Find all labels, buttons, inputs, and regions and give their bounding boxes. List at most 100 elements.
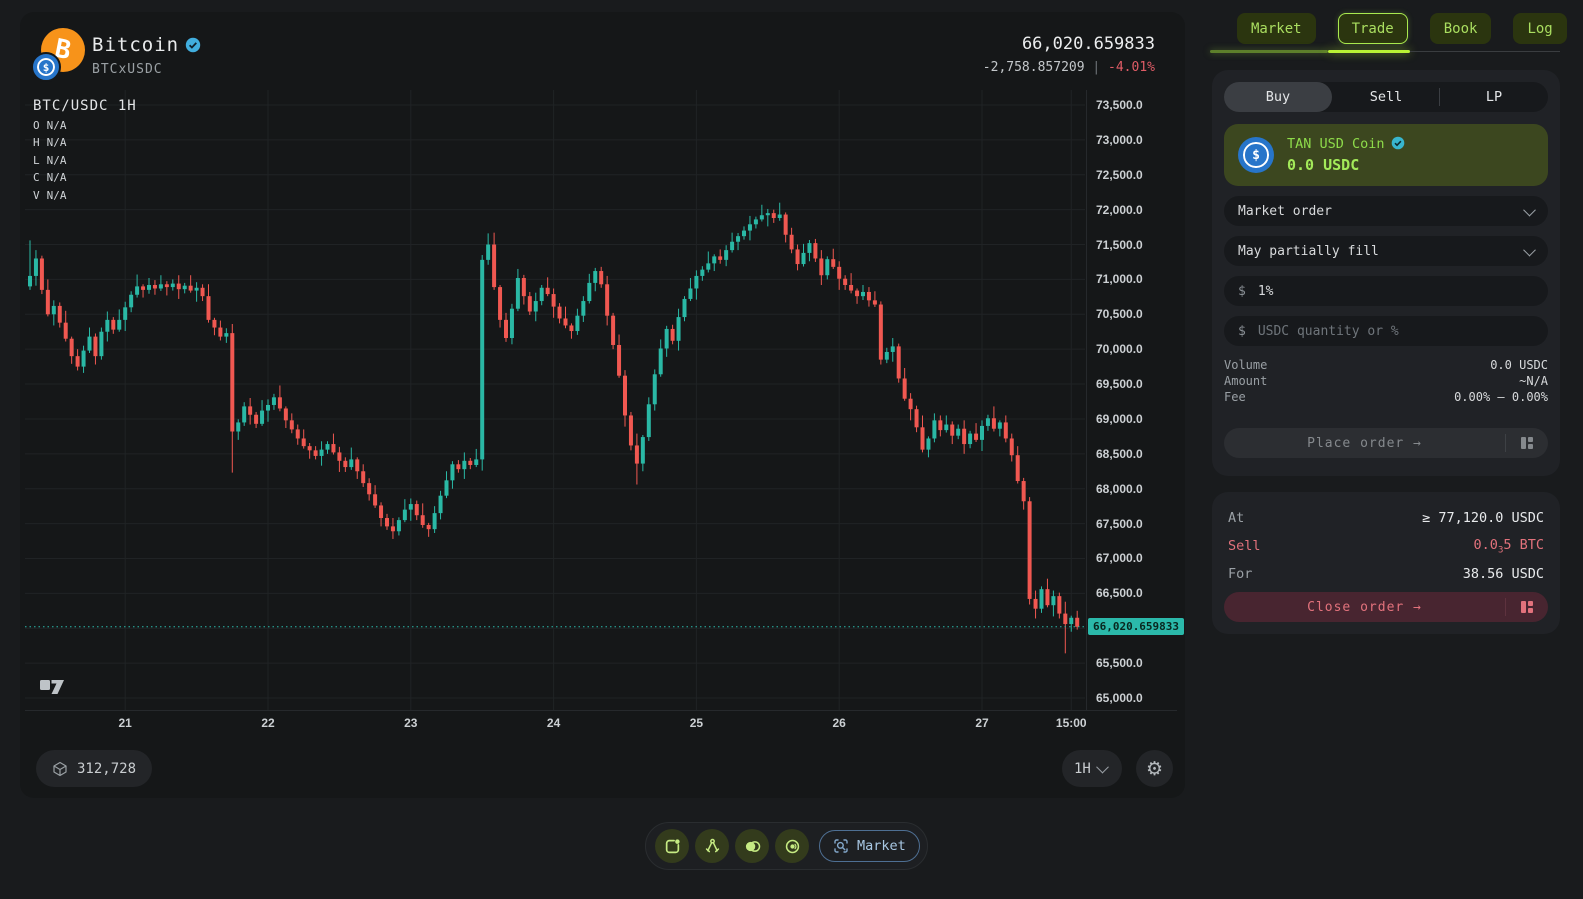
order-info: Volume 0.0 USDC Amount ~N/A Fee 0.00% — 0.0… xyxy=(1224,358,1548,406)
change-abs: -2,758.857209 xyxy=(982,60,1085,75)
y-axis-label: 65,500.0 xyxy=(1096,656,1143,671)
chart-legend: BTC/USDC 1H O N/A H N/A L N/A C N/A V N/A xyxy=(33,98,137,202)
chevron-down-icon xyxy=(1523,243,1536,256)
y-axis-label: 73,500.0 xyxy=(1096,98,1143,112)
order-type-select[interactable]: Market order xyxy=(1224,196,1548,226)
y-axis-label: 70,500.0 xyxy=(1096,307,1143,322)
cube-icon xyxy=(53,761,67,776)
mode-divider xyxy=(1439,88,1441,106)
dollar-icon: $ xyxy=(1238,323,1246,339)
open-order-card: At ≥ 77,120.0 USDC Sell 0.035 BTC For 38… xyxy=(1212,492,1560,634)
quantity-input[interactable]: $ USDC quantity or % xyxy=(1224,316,1548,346)
usdc-icon: $ xyxy=(31,52,61,82)
side-panel-tabs: Market Trade Book Log xyxy=(1210,13,1567,44)
window-dot-icon xyxy=(665,838,680,853)
y-axis-label: 72,500.0 xyxy=(1096,167,1143,182)
market-search-button[interactable]: Market xyxy=(819,830,920,862)
order-row-for: For 38.56 USDC xyxy=(1228,566,1544,582)
interval-selector[interactable]: 1H xyxy=(1062,750,1122,787)
order-layout-icon[interactable] xyxy=(1506,428,1548,458)
mode-lp[interactable]: LP xyxy=(1485,89,1503,105)
tradingview-logo[interactable] xyxy=(40,680,66,695)
chart-panel: B $ Bitcoin BTCxUSDC 66,020.659833 -2,75… xyxy=(20,12,1185,798)
mode-buy[interactable]: Buy xyxy=(1224,82,1332,112)
live-feed-button[interactable] xyxy=(775,829,809,863)
tab-trade[interactable]: Trade xyxy=(1337,13,1408,44)
x-axis-label: 15:00 xyxy=(1055,716,1087,730)
order-layout-icon[interactable] xyxy=(1506,592,1548,622)
slippage-input[interactable]: $ 1% xyxy=(1224,276,1548,306)
legend-open: O N/A xyxy=(33,118,67,132)
order-row-sell: Sell 0.035 BTC xyxy=(1228,536,1544,556)
y-axis-label: 69,500.0 xyxy=(1096,377,1143,392)
y-axis-separator xyxy=(1086,90,1087,710)
y-axis-label: 66,500.0 xyxy=(1096,586,1143,601)
close-order-button[interactable]: Close order → xyxy=(1224,592,1548,622)
bottom-toolbar: Market xyxy=(645,822,928,870)
info-volume: Volume 0.0 USDC xyxy=(1224,358,1548,372)
chart-plot[interactable] xyxy=(25,90,1085,710)
x-axis-label: 24 xyxy=(546,716,561,730)
gear-icon: ⚙ xyxy=(1145,757,1164,780)
x-axis-label: 22 xyxy=(261,716,275,730)
theme-toggle-button[interactable] xyxy=(735,829,769,863)
asset-pair: BTCxUSDC xyxy=(92,62,163,77)
balance-box[interactable]: $ TAN USD Coin 0.0 USDC xyxy=(1224,124,1548,186)
chevron-down-icon xyxy=(1523,203,1536,216)
legend-low: L N/A xyxy=(33,153,67,167)
mode-sell[interactable]: Sell xyxy=(1369,89,1403,105)
blend-icon xyxy=(745,840,760,852)
block-number-pill[interactable]: 312,728 xyxy=(36,750,153,787)
y-axis-label: 68,500.0 xyxy=(1096,446,1143,461)
info-fee: Fee 0.00% — 0.00% xyxy=(1224,390,1548,404)
balance-token-name: TAN USD Coin xyxy=(1287,136,1405,152)
price-axis[interactable]: 73,500.0 73,000.0 72,500.0 72,000.0 71,500.0… xyxy=(1096,90,1180,710)
usdc-icon: $ xyxy=(1238,137,1274,173)
change-pct: -4.01% xyxy=(1108,60,1155,75)
quantity-placeholder: USDC quantity or % xyxy=(1257,323,1399,339)
slippage-value: 1% xyxy=(1257,283,1274,299)
dollar-icon: $ xyxy=(1238,283,1246,299)
y-axis-label: 71,500.0 xyxy=(1096,237,1143,252)
legend-high: H N/A xyxy=(33,136,67,149)
tab-indicator-active xyxy=(1328,50,1410,53)
legend-symbol: BTC/USDC 1H xyxy=(33,98,137,114)
y-axis-label: 70,000.0 xyxy=(1096,342,1143,357)
fill-policy-select[interactable]: May partially fill xyxy=(1224,236,1548,266)
x-axis-label: 27 xyxy=(975,716,989,730)
legend-close: C N/A xyxy=(33,171,67,184)
place-order-button[interactable]: Place order → xyxy=(1224,428,1548,458)
y-axis-label: 68,000.0 xyxy=(1096,481,1143,496)
x-axis-label: 25 xyxy=(689,716,704,730)
trade-card: Buy Sell LP $ TAN USD Coin 0.0 USDC Mark… xyxy=(1212,70,1560,476)
y-axis-label: 65,000.0 xyxy=(1096,691,1143,705)
current-price-tag: 66,020.659833 xyxy=(1088,618,1184,636)
y-axis-label: 71,000.0 xyxy=(1096,272,1143,287)
x-axis-label: 26 xyxy=(832,716,846,730)
balance-amount: 0.0 USDC xyxy=(1287,156,1360,174)
tab-market[interactable]: Market xyxy=(1237,13,1316,44)
x-axis-separator xyxy=(25,710,1177,711)
asset-title: Bitcoin xyxy=(92,34,201,56)
compass-icon xyxy=(705,838,719,852)
price-change: -2,758.857209 | -4.01% xyxy=(982,60,1155,75)
tab-log[interactable]: Log xyxy=(1513,13,1567,44)
tab-book[interactable]: Book xyxy=(1429,13,1492,44)
tab-indicator-passed xyxy=(1210,50,1328,53)
legend-volume: V N/A xyxy=(33,188,67,202)
chevron-down-icon xyxy=(1095,760,1109,774)
scan-search-icon xyxy=(834,839,848,853)
settings-button[interactable]: ⚙ xyxy=(1136,750,1173,787)
info-amount: Amount ~N/A xyxy=(1224,374,1548,388)
x-axis-label: 21 xyxy=(118,716,132,730)
drawing-tools-button[interactable] xyxy=(695,829,729,863)
verified-badge-icon xyxy=(1391,136,1405,150)
window-dot-button[interactable] xyxy=(655,829,689,863)
asset-logo: B $ xyxy=(31,26,87,84)
y-axis-label: 69,000.0 xyxy=(1096,411,1143,426)
broadcast-icon xyxy=(785,839,799,853)
time-axis[interactable]: 21 22 23 24 25 26 27 15:00 xyxy=(25,716,1087,736)
side-mode-switch: Buy Sell LP xyxy=(1224,82,1548,112)
y-axis-label: 73,000.0 xyxy=(1096,132,1143,147)
tab-indicator xyxy=(1210,50,1560,53)
